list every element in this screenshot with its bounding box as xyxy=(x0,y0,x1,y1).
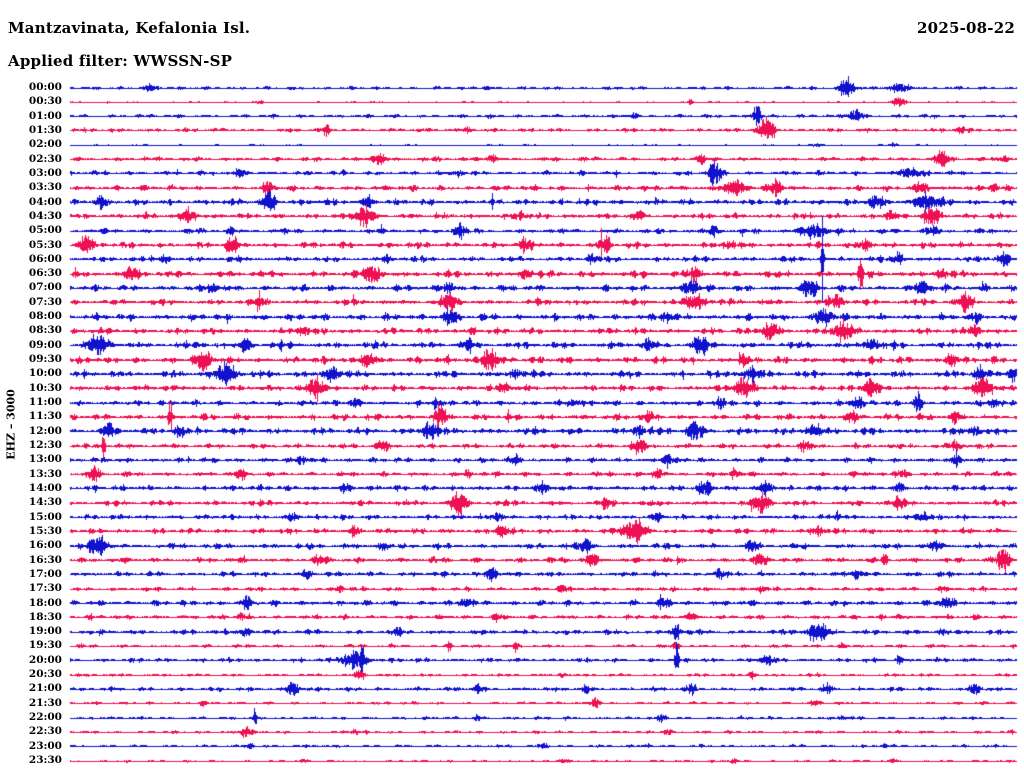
row-time-label: 09:00 xyxy=(28,338,62,351)
row-time-label: 00:00 xyxy=(28,81,62,93)
row-time-label: 00:30 xyxy=(28,95,62,108)
row-time-label: 01:00 xyxy=(28,109,62,122)
row-time-label: 02:30 xyxy=(28,152,62,165)
row-time-label: 14:00 xyxy=(28,481,62,494)
row-time-label: 20:00 xyxy=(28,653,62,666)
row-time-label: 15:30 xyxy=(28,524,62,537)
row-time-label: 23:30 xyxy=(28,754,62,767)
row-time-label: 11:00 xyxy=(28,396,62,409)
row-time-label: 11:30 xyxy=(28,410,62,423)
row-time-label: 06:00 xyxy=(28,252,62,265)
station-title: Mantzavinata, Kefalonia Isl. xyxy=(8,19,251,37)
row-time-label: 19:00 xyxy=(28,625,62,638)
row-time-label: 02:00 xyxy=(28,138,62,151)
row-time-label: 12:30 xyxy=(28,439,62,451)
row-time-label: 17:00 xyxy=(28,567,62,580)
row-time-label: 20:30 xyxy=(28,668,62,681)
row-time-label: 07:00 xyxy=(28,281,62,294)
row-time-label: 06:30 xyxy=(28,267,62,280)
row-time-label: 18:00 xyxy=(28,596,62,609)
row-time-label: 16:00 xyxy=(28,539,62,552)
row-time-label: 08:30 xyxy=(28,324,62,337)
row-time-label: 04:00 xyxy=(28,195,62,208)
row-time-label: 09:30 xyxy=(28,353,62,366)
row-time-label: 03:00 xyxy=(28,166,62,179)
row-time-label: 05:30 xyxy=(28,238,62,251)
row-time-label: 16:30 xyxy=(28,553,62,566)
row-time-label: 22:30 xyxy=(28,725,62,738)
row-time-label: 03:30 xyxy=(28,181,62,194)
row-time-label: 19:30 xyxy=(28,639,62,652)
row-time-label: 04:30 xyxy=(28,209,62,222)
filter-label: Applied filter: WWSSN-SP xyxy=(8,52,233,70)
row-time-label: 18:30 xyxy=(28,610,62,623)
row-time-label: 01:30 xyxy=(28,123,62,136)
row-time-label: 13:00 xyxy=(28,453,62,466)
row-time-label: 10:00 xyxy=(28,367,62,380)
row-time-label: 10:30 xyxy=(28,381,62,394)
row-time-label: 08:00 xyxy=(28,310,62,323)
row-time-label: 21:00 xyxy=(28,682,62,695)
row-time-label: 23:00 xyxy=(28,739,62,752)
row-time-label: 21:30 xyxy=(28,696,62,709)
row-time-label: 22:00 xyxy=(28,711,62,724)
row-time-label: 15:00 xyxy=(28,510,62,523)
date-label: 2025-08-22 xyxy=(917,19,1015,37)
row-time-label: 12:00 xyxy=(28,424,62,437)
row-time-label: 07:30 xyxy=(28,295,62,308)
row-time-label: 05:00 xyxy=(28,224,62,237)
row-time-label: 13:30 xyxy=(28,467,62,480)
row-time-label: 14:30 xyxy=(28,496,62,509)
row-time-label: 17:30 xyxy=(28,582,62,595)
